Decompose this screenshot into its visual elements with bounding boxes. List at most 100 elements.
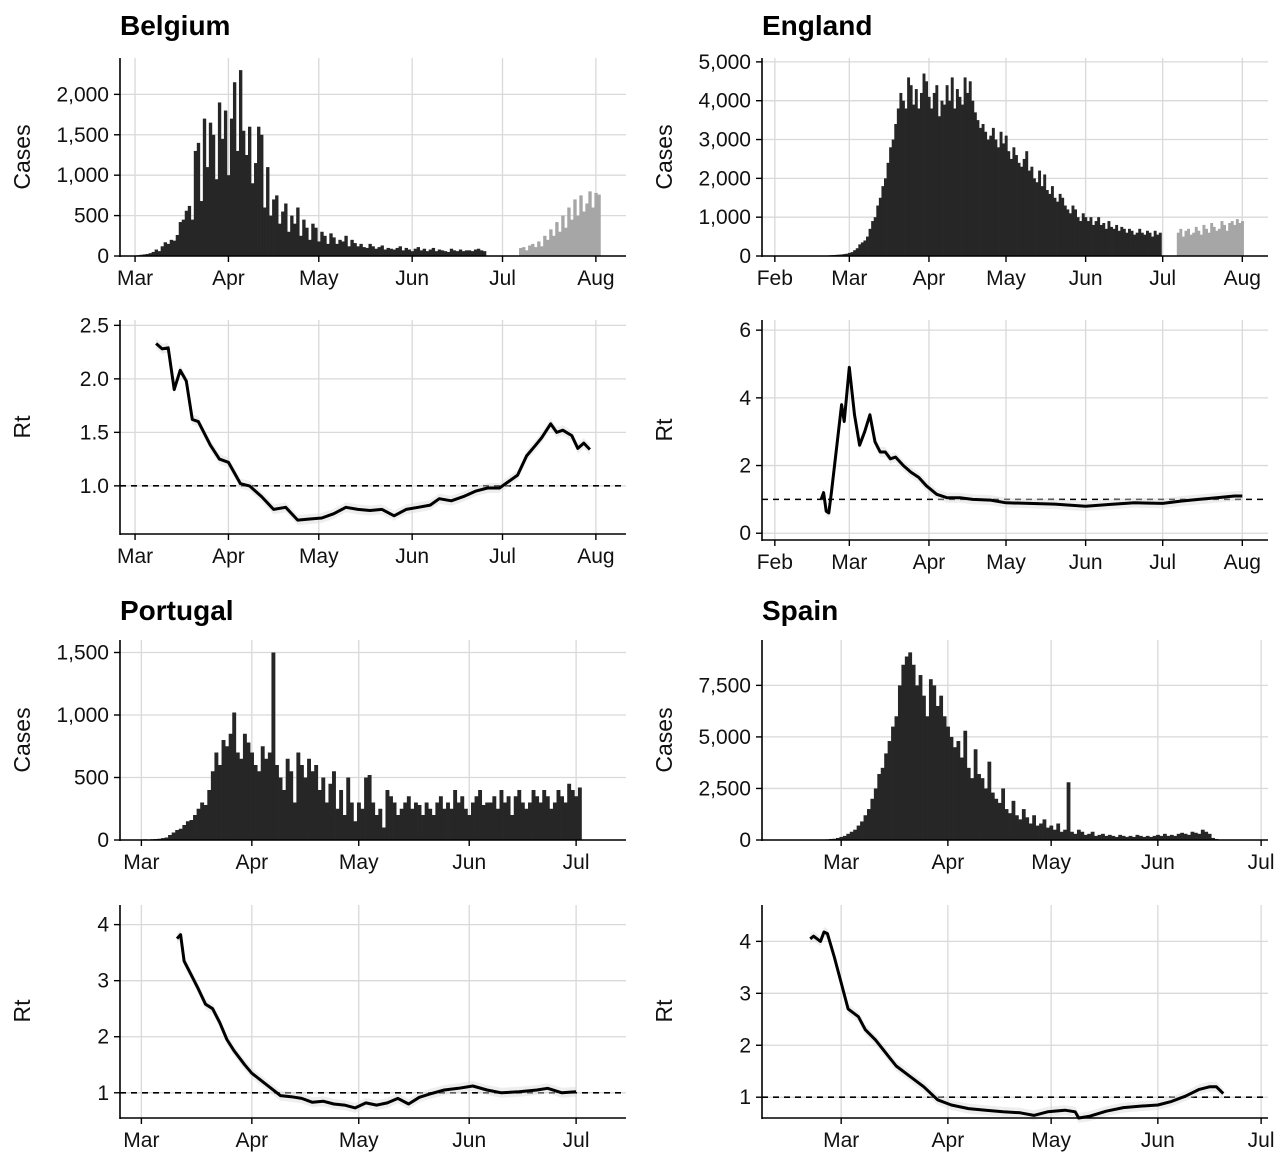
bar xyxy=(160,246,165,256)
bar xyxy=(904,656,909,840)
bar xyxy=(1079,221,1083,256)
bar xyxy=(378,808,383,840)
bar xyxy=(303,777,308,840)
panel-6: Mar Apr May Jun Jul 0 2,500 5,000 7,500 Cases Spai… xyxy=(651,595,1275,874)
bar xyxy=(567,783,572,840)
bar xyxy=(263,207,267,256)
rt-line xyxy=(175,933,577,1110)
bar xyxy=(1068,213,1072,256)
bar xyxy=(1114,836,1119,840)
bar xyxy=(1061,197,1065,256)
bar xyxy=(196,808,201,840)
bar xyxy=(901,100,905,257)
bar xyxy=(1163,833,1167,840)
bar xyxy=(543,235,547,256)
bar xyxy=(182,825,187,840)
bar xyxy=(171,832,176,840)
bar xyxy=(416,247,421,256)
bar xyxy=(178,222,183,256)
bar xyxy=(860,821,864,840)
bar xyxy=(458,249,463,256)
bar xyxy=(549,808,554,840)
bar xyxy=(555,222,559,256)
bar xyxy=(522,247,526,256)
bar xyxy=(997,147,1000,256)
bar xyxy=(942,716,947,840)
bar xyxy=(1007,151,1011,256)
y-tick-label: 3,000 xyxy=(698,129,751,152)
bar xyxy=(341,241,345,256)
bar xyxy=(383,249,387,256)
bar xyxy=(285,758,290,840)
bar xyxy=(399,808,404,840)
bar xyxy=(257,126,261,256)
bar xyxy=(534,247,538,256)
bar xyxy=(250,752,254,840)
bar xyxy=(271,652,276,840)
bar xyxy=(299,235,303,256)
y-tick-label: 1,000 xyxy=(698,206,751,229)
bar xyxy=(594,192,598,256)
panel-1: Mar Apr May Jun Jul Aug 1.0 1.5 2.0 2.5 Rt xyxy=(9,314,626,568)
bar xyxy=(1156,834,1160,840)
bar xyxy=(1210,223,1214,256)
bar xyxy=(955,89,959,256)
bar xyxy=(232,82,237,256)
bar xyxy=(385,790,390,840)
x-tick-label: Jul xyxy=(489,545,516,568)
bar xyxy=(232,712,237,840)
bar xyxy=(449,248,454,256)
bar xyxy=(1030,166,1034,256)
x-tick-label: May xyxy=(986,267,1026,290)
bar xyxy=(1199,234,1203,256)
bar xyxy=(579,195,583,256)
bar xyxy=(1090,831,1095,840)
bar xyxy=(891,139,895,256)
y-tick-label: 6 xyxy=(739,319,751,342)
bar xyxy=(919,92,923,256)
bar xyxy=(537,241,541,256)
bar xyxy=(342,815,347,840)
bar xyxy=(503,802,507,840)
bar xyxy=(1230,221,1234,256)
bar xyxy=(317,790,322,840)
y-tick-label: 2 xyxy=(739,455,751,478)
bar xyxy=(157,251,162,256)
bar xyxy=(1159,835,1164,840)
bar xyxy=(1112,228,1116,256)
bar xyxy=(470,802,475,840)
bar xyxy=(911,664,916,840)
y-tick-label: 4 xyxy=(739,930,751,953)
x-tick-label: Jun xyxy=(395,545,429,568)
bar xyxy=(431,247,436,256)
bar xyxy=(296,207,300,256)
bar xyxy=(328,783,333,840)
bar xyxy=(440,250,445,256)
bar xyxy=(1056,823,1061,840)
bar xyxy=(189,820,194,840)
bar xyxy=(510,815,515,840)
bar xyxy=(1135,834,1140,840)
bar xyxy=(1115,224,1119,256)
bar xyxy=(1042,819,1047,840)
bar xyxy=(347,246,351,256)
bar xyxy=(1052,829,1057,840)
bar xyxy=(925,81,929,256)
bar xyxy=(214,752,219,840)
bar xyxy=(552,235,556,256)
panel-5: Mar Apr May Jun Jul 1 2 3 4 Rt xyxy=(9,905,626,1152)
bar xyxy=(1193,832,1198,840)
bar xyxy=(908,652,913,840)
bar xyxy=(1202,224,1206,256)
y-tick-label: 2.0 xyxy=(80,368,109,391)
bar xyxy=(479,250,484,256)
bar xyxy=(896,108,900,257)
bar xyxy=(338,239,342,256)
bar xyxy=(175,830,180,840)
bar xyxy=(244,154,249,256)
bar xyxy=(181,219,186,256)
bar xyxy=(1035,182,1039,256)
bar xyxy=(269,215,273,256)
credible-band xyxy=(810,927,1224,1123)
x-tick-label: Apr xyxy=(212,545,245,568)
